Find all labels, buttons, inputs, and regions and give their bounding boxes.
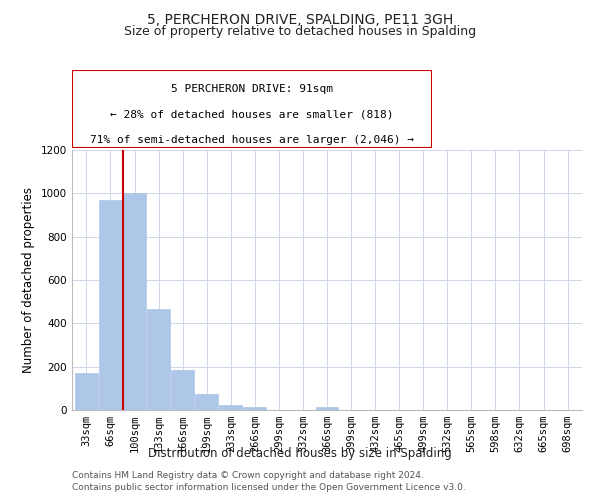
Text: Size of property relative to detached houses in Spalding: Size of property relative to detached ho… [124, 25, 476, 38]
Y-axis label: Number of detached properties: Number of detached properties [22, 187, 35, 373]
FancyBboxPatch shape [72, 70, 432, 148]
Bar [220, 404, 242, 410]
Bar [171, 370, 194, 410]
Text: 71% of semi-detached houses are larger (2,046) →: 71% of semi-detached houses are larger (… [90, 134, 414, 145]
Text: 5 PERCHERON DRIVE: 91sqm: 5 PERCHERON DRIVE: 91sqm [171, 84, 333, 94]
Bar [123, 194, 146, 410]
Bar [147, 309, 170, 410]
Bar [195, 394, 218, 410]
Text: Distribution of detached houses by size in Spalding: Distribution of detached houses by size … [148, 448, 452, 460]
Bar [316, 407, 338, 410]
Bar [75, 373, 98, 410]
Bar [244, 407, 266, 410]
Text: ← 28% of detached houses are smaller (818): ← 28% of detached houses are smaller (81… [110, 110, 394, 120]
Text: 5, PERCHERON DRIVE, SPALDING, PE11 3GH: 5, PERCHERON DRIVE, SPALDING, PE11 3GH [147, 12, 453, 26]
Text: Contains HM Land Registry data © Crown copyright and database right 2024.: Contains HM Land Registry data © Crown c… [72, 471, 424, 480]
Bar [99, 200, 122, 410]
Text: Contains public sector information licensed under the Open Government Licence v3: Contains public sector information licen… [72, 484, 466, 492]
